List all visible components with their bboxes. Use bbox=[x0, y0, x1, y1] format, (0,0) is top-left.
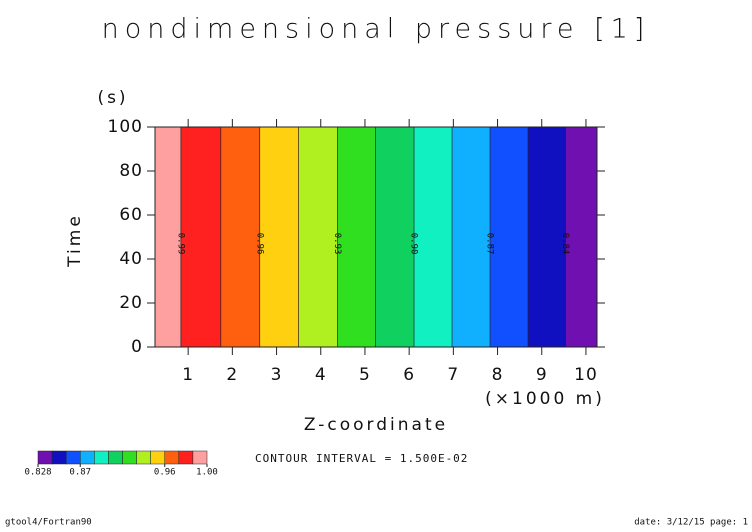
colorbar-label: 0.96 bbox=[154, 468, 176, 478]
y-tick-label: 60 bbox=[119, 205, 143, 225]
y-tick-label: 80 bbox=[119, 161, 143, 181]
contour-label: 0.93 bbox=[332, 233, 342, 255]
contour-band bbox=[528, 127, 566, 347]
contour-band bbox=[155, 127, 181, 347]
contour-label: 0.84 bbox=[560, 233, 570, 255]
x-tick-label: 8 bbox=[492, 365, 504, 385]
y-tick-label: 40 bbox=[119, 249, 143, 269]
colorbar-cell bbox=[108, 450, 123, 465]
contour-label: 0.96 bbox=[254, 233, 264, 255]
x-tick-label: 5 bbox=[359, 365, 371, 385]
y-axis-label: Time bbox=[65, 213, 85, 268]
colorbar-label: 0.828 bbox=[24, 468, 51, 478]
x-tick-label: 7 bbox=[447, 365, 459, 385]
colorbar-label: 1.00 bbox=[196, 468, 218, 478]
contour-band bbox=[375, 127, 415, 347]
contour-band bbox=[180, 127, 221, 347]
contour-interval: CONTOUR INTERVAL = 1.500E-02 bbox=[255, 452, 468, 465]
y-tick-label: 0 bbox=[131, 337, 143, 357]
x-tick-label: 1 bbox=[182, 365, 194, 385]
colorbar-cell bbox=[37, 450, 53, 465]
colorbar-cell bbox=[164, 450, 180, 465]
colorbar-cell bbox=[65, 450, 81, 465]
x-tick-label: 3 bbox=[271, 365, 283, 385]
contour-band bbox=[220, 127, 260, 347]
colorbar-cell bbox=[178, 450, 194, 465]
y-unit: (s) bbox=[97, 88, 128, 108]
colorbar-cell bbox=[51, 450, 67, 465]
x-tick-label: 6 bbox=[403, 365, 415, 385]
contour-band bbox=[452, 127, 491, 347]
y-tick-label: 100 bbox=[108, 117, 143, 137]
contour-label: 0.99 bbox=[175, 233, 185, 255]
contour-band bbox=[565, 127, 597, 347]
contour-band bbox=[337, 127, 376, 347]
x-tick-label: 2 bbox=[226, 365, 238, 385]
colorbar-cell bbox=[94, 450, 109, 465]
contour-band bbox=[259, 127, 299, 347]
x-axis-label: Z-coordinate bbox=[304, 415, 448, 435]
contour-label: 0.90 bbox=[409, 233, 419, 255]
colorbar-cell bbox=[80, 450, 95, 465]
chart-title: nondimensional pressure [1] bbox=[102, 14, 651, 45]
x-tick-label: 10 bbox=[574, 365, 598, 385]
colorbar-cell bbox=[136, 450, 151, 465]
contour-band bbox=[490, 127, 529, 347]
x-tick-label: 9 bbox=[536, 365, 548, 385]
contour-band bbox=[414, 127, 453, 347]
colorbar-cell bbox=[122, 450, 137, 465]
x-tick-label: 4 bbox=[315, 365, 327, 385]
x-unit: (×1000 m) bbox=[485, 389, 605, 409]
colorbar-cell bbox=[150, 450, 166, 465]
footer-right: date: 3/12/15 page: 1 bbox=[634, 518, 748, 528]
plot-frame bbox=[154, 126, 598, 348]
colorbar-cell bbox=[192, 450, 208, 465]
contour-band bbox=[298, 127, 338, 347]
footer-left: gtool4/Fortran90 bbox=[5, 518, 92, 528]
y-tick-label: 20 bbox=[119, 293, 143, 313]
colorbar-label: 0.87 bbox=[69, 468, 91, 478]
contour-label: 0.87 bbox=[485, 233, 495, 255]
